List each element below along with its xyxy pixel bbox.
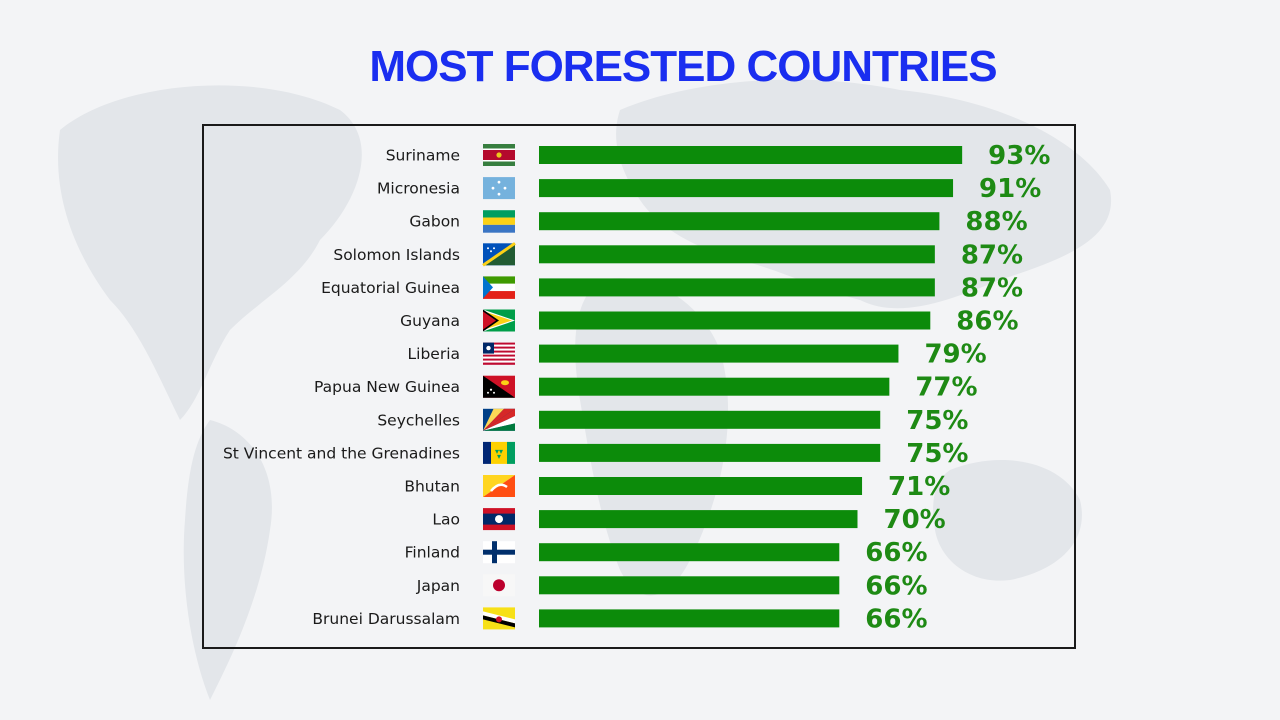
bar-micronesia bbox=[539, 179, 954, 198]
value-label-finland: 66% bbox=[865, 538, 927, 568]
country-label-bhutan: Bhutan bbox=[404, 478, 460, 496]
country-label-brunei-darussalam: Brunei Darussalam bbox=[312, 610, 460, 628]
bar-bhutan bbox=[539, 477, 863, 495]
bar-equatorial-guinea bbox=[539, 278, 935, 297]
bar-seychelles bbox=[539, 410, 881, 429]
suriname-flag-icon bbox=[483, 144, 515, 166]
country-label-solomon-islands: Solomon Islands bbox=[333, 246, 460, 264]
brunei-flag-icon bbox=[483, 607, 515, 630]
lao-flag-icon bbox=[483, 508, 515, 531]
value-label-bhutan: 71% bbox=[888, 472, 950, 502]
value-label-papua-new-guinea: 77% bbox=[915, 373, 977, 403]
value-label-equatorial-guinea: 87% bbox=[961, 273, 1023, 303]
value-label-brunei-darussalam: 66% bbox=[865, 604, 927, 634]
gabon-flag-icon bbox=[483, 210, 515, 233]
liberia-flag-icon bbox=[483, 342, 515, 365]
chart-frame bbox=[202, 124, 1076, 649]
finland-flag-icon bbox=[483, 541, 515, 564]
value-label-st-vincent-and-the-grenadines: 75% bbox=[906, 439, 968, 469]
value-label-liberia: 79% bbox=[924, 340, 986, 370]
guyana-flag-icon bbox=[483, 309, 515, 332]
bar-st-vincent-and-the-grenadines bbox=[539, 443, 881, 462]
country-label-st-vincent-and-the-grenadines: St Vincent and the Grenadines bbox=[223, 444, 460, 462]
country-label-gabon: Gabon bbox=[409, 213, 460, 231]
country-label-lao: Lao bbox=[432, 511, 460, 529]
solomon-islands-flag-icon bbox=[482, 242, 516, 267]
bar-solomon-islands bbox=[539, 245, 935, 264]
value-label-japan: 66% bbox=[865, 571, 927, 601]
bar-liberia bbox=[539, 344, 899, 363]
equatorial-guinea-flag-icon bbox=[483, 276, 515, 299]
country-label-japan: Japan bbox=[416, 577, 460, 595]
bar-guyana bbox=[539, 311, 931, 330]
bar-brunei-darussalam bbox=[539, 609, 840, 628]
bar-lao bbox=[539, 510, 858, 529]
value-label-suriname: 93% bbox=[988, 141, 1050, 171]
value-label-seychelles: 75% bbox=[906, 406, 968, 436]
bar-suriname bbox=[539, 146, 963, 164]
country-label-suriname: Suriname bbox=[386, 147, 460, 165]
chart-title: MOST FORESTED COUNTRIES bbox=[369, 42, 997, 91]
country-label-liberia: Liberia bbox=[408, 345, 461, 363]
papua-new-guinea-flag-icon bbox=[483, 375, 515, 398]
bar-finland bbox=[539, 543, 840, 562]
country-label-micronesia: Micronesia bbox=[377, 180, 460, 198]
st-vincent-flag-icon bbox=[483, 441, 515, 464]
country-label-papua-new-guinea: Papua New Guinea bbox=[314, 378, 460, 396]
value-label-guyana: 86% bbox=[956, 307, 1018, 337]
value-label-lao: 70% bbox=[884, 505, 946, 535]
bhutan-flag-icon bbox=[483, 475, 515, 497]
seychelles-flag-icon bbox=[483, 408, 515, 431]
value-label-micronesia: 91% bbox=[979, 174, 1041, 204]
bar-gabon bbox=[539, 212, 940, 231]
value-label-gabon: 88% bbox=[965, 207, 1027, 237]
country-label-finland: Finland bbox=[405, 544, 460, 562]
japan-flag-icon bbox=[483, 574, 515, 597]
value-label-solomon-islands: 87% bbox=[961, 240, 1023, 270]
micronesia-flag-icon bbox=[483, 177, 515, 200]
country-label-equatorial-guinea: Equatorial Guinea bbox=[321, 279, 460, 297]
country-label-guyana: Guyana bbox=[400, 312, 460, 330]
country-label-seychelles: Seychelles bbox=[377, 411, 460, 429]
bar-japan bbox=[539, 576, 840, 595]
bar-papua-new-guinea bbox=[539, 377, 890, 396]
